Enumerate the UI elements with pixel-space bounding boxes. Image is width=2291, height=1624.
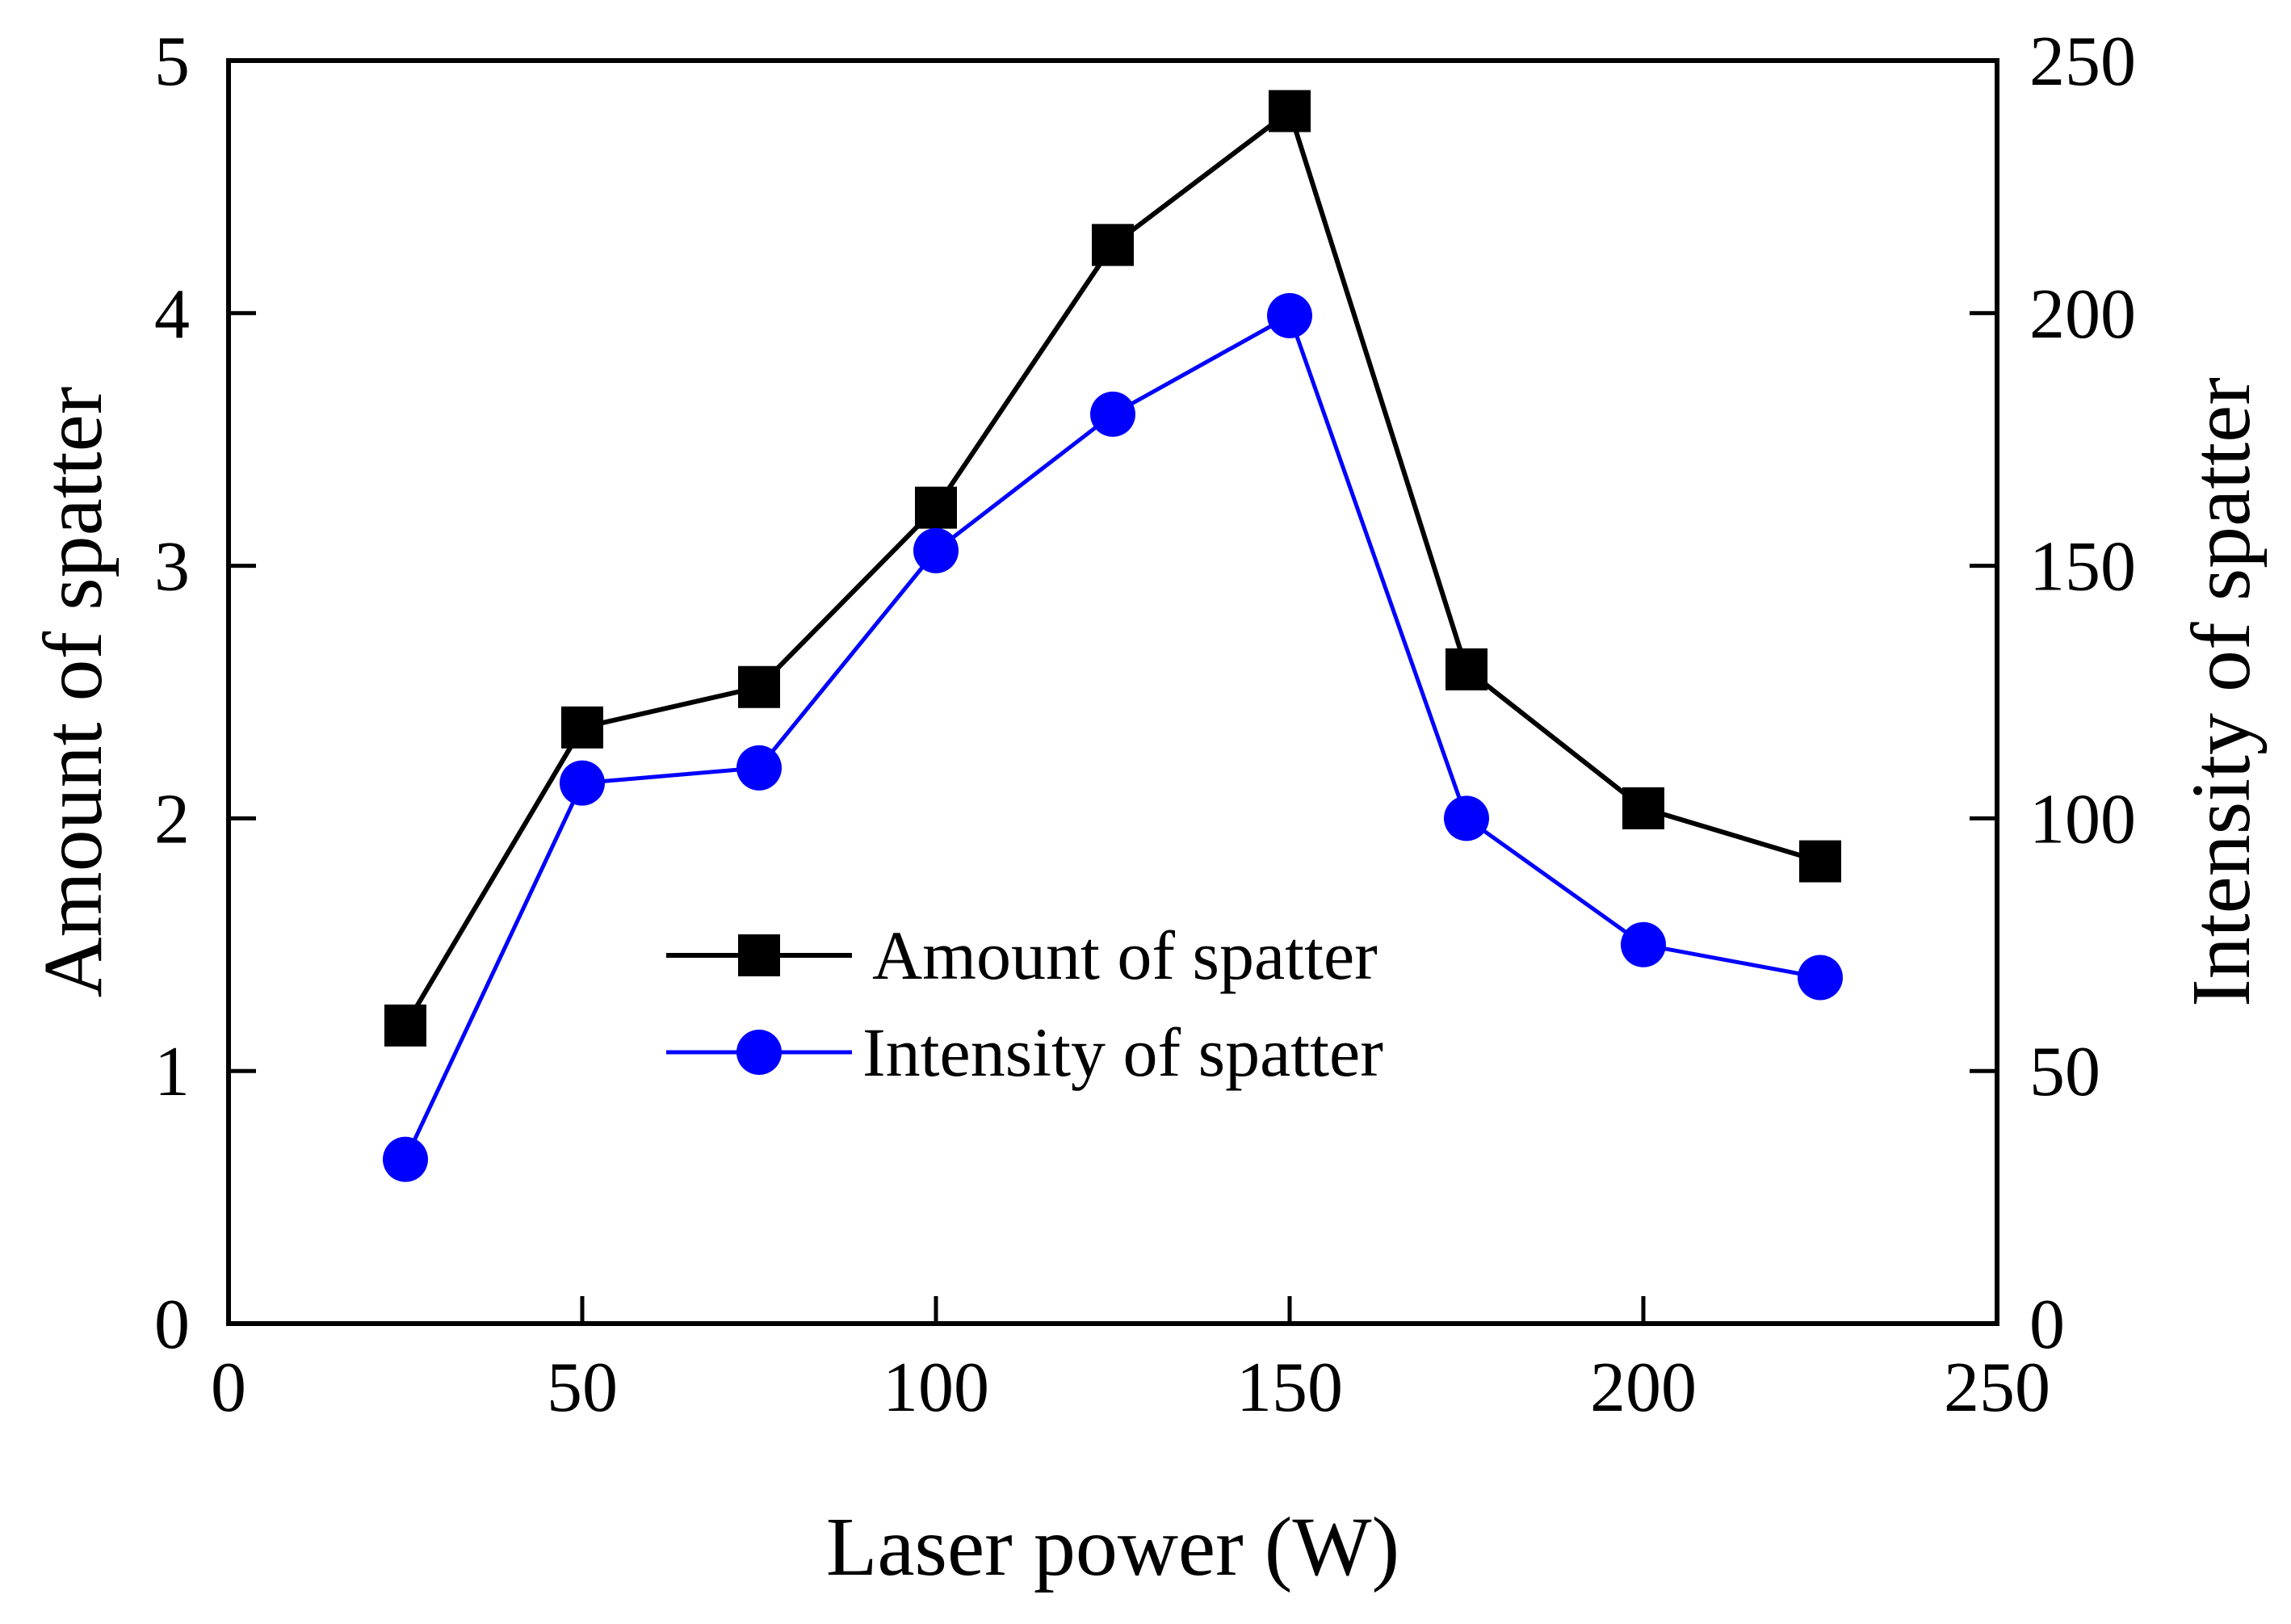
amount-of-spatter-point [738,665,780,708]
y-tick-label: 4 [154,275,190,354]
x-tick-label: 0 [211,1349,246,1427]
x-tick-label: 100 [883,1349,989,1427]
legend: Amount of spatter Intensity of spatter [666,917,1383,1091]
y-tick-label: 0 [154,1286,190,1364]
y-axis-right-title: Intensity of spatter [2175,377,2268,1007]
y-axis-left-title: Amount of spatter [27,387,120,998]
y-axis-right-ticks: 0 50 100 150 200 250 [1970,23,2136,1364]
amount-of-spatter-point [915,486,957,529]
amount-of-spatter-point [1092,224,1134,266]
legend-label-intensity: Intensity of spatter [862,1013,1383,1091]
y2-tick-label: 200 [2029,275,2136,354]
legend-label-amount: Amount of spatter [872,917,1378,994]
intensity-of-spatter-point [560,760,605,806]
amount-of-spatter-point [1446,648,1487,690]
legend-marker-amount [738,934,780,976]
amount-of-spatter-point [561,706,603,749]
x-axis-ticks: 0 50 100 150 200 250 [211,1296,2050,1427]
amount-of-spatter-point [1269,90,1311,132]
y2-tick-label: 100 [2029,780,2136,858]
intensity-of-spatter-point [1444,795,1489,841]
plot-frame [226,58,1999,1326]
y2-tick-label: 250 [2029,23,2136,101]
legend-marker-intensity [736,1030,782,1075]
amount-of-spatter-point [1799,840,1841,883]
series-layer [383,90,1843,1182]
y2-tick-label: 50 [2029,1033,2100,1111]
y-axis-left-ticks: 0 1 2 3 4 5 [154,23,256,1364]
x-axis-title: Laser power (W) [826,1500,1399,1593]
intensity-of-spatter-point [383,1136,428,1182]
y2-tick-label: 0 [2029,1286,2065,1364]
y-tick-label: 2 [154,780,190,858]
intensity-of-spatter-point [736,745,782,791]
y-tick-label: 1 [154,1033,190,1111]
intensity-of-spatter-point [1267,292,1312,338]
amount-of-spatter-point [1622,787,1664,829]
intensity-of-spatter-point [1090,391,1135,437]
y-tick-label: 5 [154,23,190,101]
y-tick-label: 3 [154,528,190,606]
x-tick-label: 150 [1236,1349,1343,1427]
x-tick-label: 50 [547,1349,618,1427]
x-tick-label: 200 [1590,1349,1697,1427]
intensity-of-spatter-point [913,527,959,573]
intensity-of-spatter-point [1621,921,1666,967]
intensity-of-spatter-point [1798,955,1843,1001]
amount-of-spatter-point [384,1004,426,1047]
x-tick-label: 250 [1944,1349,2050,1427]
y2-tick-label: 150 [2029,528,2136,606]
